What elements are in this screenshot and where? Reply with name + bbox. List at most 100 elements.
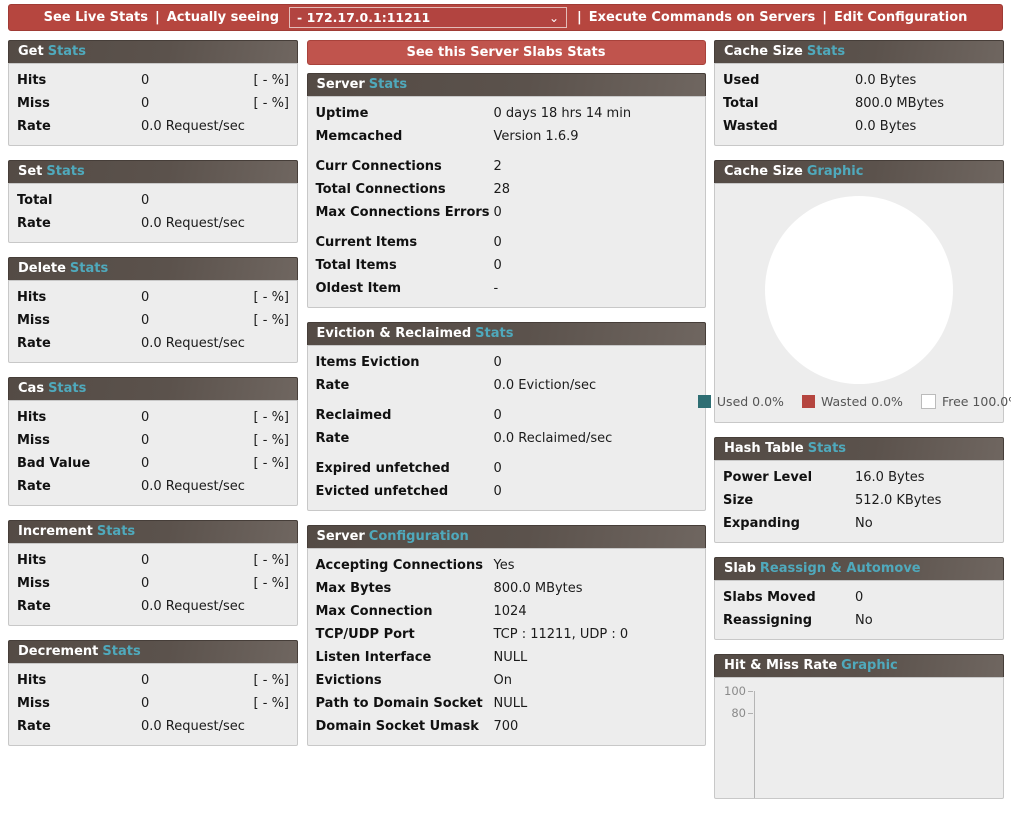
tick-mark-icon <box>748 690 753 692</box>
stat-percent: [ - %] <box>253 313 289 328</box>
see-slabs-stats-button[interactable]: See this Server Slabs Stats <box>306 40 706 65</box>
panel-title-main: Set <box>18 164 43 179</box>
stat-value: 0.0 Bytes <box>855 73 917 88</box>
stat-label: TCP/UDP Port <box>315 627 415 642</box>
stat-row: Total 800.0 MBytes <box>723 92 995 115</box>
stat-value: 700 <box>493 719 519 734</box>
link-see-live-stats[interactable]: See Live Stats <box>43 10 148 25</box>
stat-row: Evicted unfetched 0 <box>316 480 697 503</box>
stat-label: Rate <box>17 216 51 231</box>
stat-row: Memcached Version 1.6.9 <box>316 125 697 148</box>
chevron-down-icon: ⌄ <box>548 10 560 25</box>
stat-label: Total <box>723 96 759 111</box>
stat-label: Bad Value <box>17 456 91 471</box>
panel-title-accent: Stats <box>475 326 514 341</box>
stat-value: 0 <box>141 290 150 305</box>
actually-seeing-label: Actually seeing <box>166 10 280 25</box>
link-execute-commands[interactable]: Execute Commands on Servers <box>588 10 816 25</box>
panel-title-main: Get <box>18 44 44 59</box>
stat-label: Rate <box>17 336 51 351</box>
stat-value: 0 <box>493 355 502 370</box>
column-left-stats: Get Stats Hits 0[ - %] Miss 0[ - %] Rate 0.0 Re… <box>8 40 298 813</box>
panel-header: Slab Reassign & Automove <box>714 557 1004 580</box>
stat-value: 0 <box>141 456 150 471</box>
panel-body: Used 0.0 Bytes Total 800.0 MBytes Wasted 0.0 … <box>714 63 1004 146</box>
panel-title-main: Delete <box>18 261 66 276</box>
panel-decrement-stats: Decrement Stats Hits 0 [ - %] Miss 0 [ - %] Rate… <box>8 640 298 746</box>
stat-row: Size 512.0 KBytes <box>723 489 995 512</box>
panel-title-main: Slab <box>724 561 756 576</box>
panel-cas-stats: Cas Stats Hits 0[ - %] Miss 0[ - %] Bad Value 0… <box>8 377 298 506</box>
panel-body: Total 0 Rate 0.0 Request/sec <box>8 183 298 243</box>
stat-value: 0 <box>141 410 150 425</box>
panel-title-main: Eviction & Reclaimed <box>316 326 472 341</box>
stat-row: Miss 0 [ - %] <box>17 309 289 332</box>
stat-row: Rate 0.0 Request/sec <box>17 715 289 738</box>
column-right-cache: Cache Size Stats Used 0.0 Bytes Total 800.0 M… <box>697 40 1011 813</box>
panel-header: Cache Size Graphic <box>714 160 1004 183</box>
stat-value: 0 <box>493 205 502 220</box>
panel-set-stats: Set Stats Total 0 Rate 0.0 Request/sec <box>8 160 298 243</box>
stat-value: Yes <box>493 558 515 573</box>
panel-hit-and-miss-rate-graphic: Hit & Miss Rate Graphic 100 80 <box>714 654 1004 799</box>
stat-value: 0 <box>493 484 502 499</box>
stat-label: Power Level <box>723 470 813 485</box>
y-axis-tick: 80 <box>715 707 753 719</box>
y-axis-tick: 100 <box>715 685 753 697</box>
y-tick-label: 80 <box>731 706 746 720</box>
panel-header: Increment Stats <box>8 520 298 543</box>
stat-label: Rate <box>17 719 51 734</box>
stat-label: Reassigning <box>723 613 813 628</box>
panel-title-accent: Stats <box>102 644 141 659</box>
panel-server-stats: Server Stats Uptime 0 days 18 hrs 14 min Mem… <box>306 73 706 308</box>
panel-header: Get Stats <box>8 40 298 63</box>
stat-label: Accepting Connections <box>315 558 483 573</box>
stat-row: Slabs Moved 0 <box>723 586 995 609</box>
stat-value: 2 <box>493 159 502 174</box>
stat-value: 0 <box>141 433 150 448</box>
server-select[interactable]: - 172.17.0.1:11211 ⌄ <box>289 7 568 28</box>
stat-value: NULL <box>493 696 528 711</box>
panel-header: Hash Table Stats <box>714 437 1004 460</box>
stat-label: Expired unfetched <box>315 461 450 476</box>
stat-row: Rate 0.0 Request/sec <box>17 332 289 355</box>
stat-value: 0 <box>141 73 150 88</box>
stat-value: On <box>493 673 512 688</box>
y-tick-label: 100 <box>724 684 746 698</box>
stat-label: Current Items <box>315 235 418 250</box>
stat-value: 28 <box>493 182 511 197</box>
stat-value: 0.0 Request/sec <box>141 336 245 351</box>
column-middle-server: See this Server Slabs Stats Server Stats U… <box>306 40 706 813</box>
stat-row: Listen Interface NULL <box>316 646 697 669</box>
stat-label: Miss <box>17 313 50 328</box>
stat-row: Power Level 16.0 Bytes <box>723 466 995 489</box>
topbar: See Live Stats | Actually seeing - 172.1… <box>8 4 1003 31</box>
stat-value: 0.0 Bytes <box>855 119 917 134</box>
panel-title-accent: Graphic <box>841 658 898 673</box>
link-edit-configuration[interactable]: Edit Configuration <box>834 10 968 25</box>
server-select-value: - 172.17.0.1:11211 <box>297 10 431 25</box>
panel-title-main: Hash Table <box>724 441 804 456</box>
stat-value: 800.0 MBytes <box>493 581 583 596</box>
stat-label: Evictions <box>315 673 382 688</box>
stat-row: Accepting Connections Yes <box>316 554 697 577</box>
legend-label: Used 0.0% <box>716 394 784 409</box>
stat-value: 800.0 MBytes <box>855 96 945 111</box>
panel-header: Hit & Miss Rate Graphic <box>714 654 1004 677</box>
stat-label: Miss <box>17 696 50 711</box>
stat-label: Size <box>723 493 754 508</box>
stat-row: Miss 0 [ - %] <box>17 692 289 715</box>
stat-label: Max Connection <box>315 604 433 619</box>
panel-title-main: Increment <box>18 524 93 539</box>
panel-header: Server Stats <box>306 73 706 96</box>
stat-row: Max Connection 1024 <box>316 600 697 623</box>
stat-label: Slabs Moved <box>723 590 816 605</box>
stat-percent: [ - %] <box>253 673 289 688</box>
panel-hash-table-stats: Hash Table Stats Power Level 16.0 Bytes Size… <box>714 437 1004 543</box>
stat-row: Oldest Item - <box>316 277 697 300</box>
panel-title-main: Server <box>316 529 365 544</box>
stat-label: Uptime <box>315 106 369 121</box>
panel-get-stats: Get Stats Hits 0[ - %] Miss 0[ - %] Rate 0.0 Re… <box>8 40 298 146</box>
stat-row: Miss 0 [ - %] <box>17 92 289 115</box>
pie-legend: Used 0.0% Wasted 0.0% Free 100.0% <box>697 394 1011 409</box>
